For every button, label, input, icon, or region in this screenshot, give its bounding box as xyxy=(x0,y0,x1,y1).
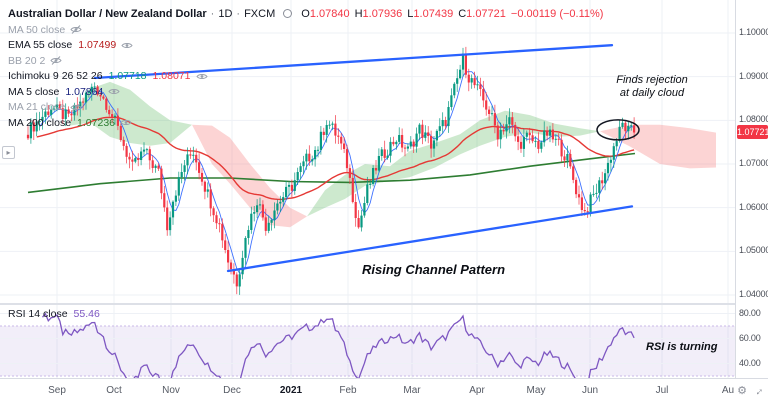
rsi-band xyxy=(0,326,735,376)
indicator-rows: MA 50 close EMA 55 close 1.07499 BB 20 2 Ich… xyxy=(8,22,603,131)
channel-lower-trendline[interactable] xyxy=(226,205,634,273)
pane-divider[interactable] xyxy=(0,303,768,305)
rsi-grid xyxy=(56,305,729,378)
indicator-label: EMA 55 close xyxy=(8,39,73,52)
eye-icon[interactable] xyxy=(195,72,208,81)
annotation-rejection-line1: Finds rejection xyxy=(616,74,688,86)
time-axis-label: Oct xyxy=(106,385,122,396)
drawings xyxy=(93,44,640,273)
indicator-row-2[interactable]: BB 20 2 xyxy=(8,53,603,69)
eye-off-icon[interactable] xyxy=(50,56,62,66)
cloud-segment-red xyxy=(192,124,307,228)
time-axis-label: Nov xyxy=(162,385,180,396)
price-axis-label: 1.09000 xyxy=(739,70,768,81)
indicator-value: 1.07236 xyxy=(77,116,116,129)
rejection-ellipse[interactable] xyxy=(596,119,640,141)
indicator-label: BB 20 2 xyxy=(8,54,46,67)
indicator-row-4[interactable]: MA 5 close 1.07864 xyxy=(8,84,603,100)
price-axis-label: 1.06000 xyxy=(739,201,768,212)
time-axis-label: Feb xyxy=(339,385,357,396)
rsi-axis-label: 60.00 xyxy=(739,332,761,343)
close-value: 1.07721 xyxy=(466,7,506,20)
price-axis-label: 1.10000 xyxy=(739,27,768,37)
gear-icon[interactable]: ⚙ xyxy=(737,385,747,397)
separator-dot: · xyxy=(236,7,241,20)
low-label: L xyxy=(407,7,414,20)
eye-icon[interactable] xyxy=(121,41,133,50)
open-value: 1.07840 xyxy=(309,7,350,20)
indicator-row-5[interactable]: MA 21 close xyxy=(8,100,603,116)
eye-off-icon[interactable] xyxy=(70,25,82,35)
indicator-row-3[interactable]: Ichimoku 9 26 52 26 1.07718 1.08071 xyxy=(8,69,603,85)
price-pane[interactable] xyxy=(0,0,735,303)
price-axis-label: 1.05000 xyxy=(739,245,768,256)
rsi-line xyxy=(42,312,635,378)
last-price-badge: 1.07721 xyxy=(737,124,768,139)
indicator-legend: Australian Dollar / New Zealand Dollar ·… xyxy=(8,5,603,131)
indicator-value: 1.08071 xyxy=(152,70,191,83)
indicator-value: 1.07864 xyxy=(65,85,104,98)
price-axis[interactable]: 1.07721 1.10000 1.09000 1.08000 1.07000 1.06… xyxy=(735,0,768,378)
annotation-rejection-line2: at daily cloud xyxy=(619,86,685,99)
time-axis-label: Jul xyxy=(655,385,669,396)
time-axis-label: Sep xyxy=(48,385,66,396)
time-axis-label: Apr xyxy=(469,385,485,396)
price-axis-label: 1.04000 xyxy=(739,289,768,300)
eye-off-icon[interactable] xyxy=(70,102,82,112)
indicator-value: 1.07499 xyxy=(78,39,117,52)
indicator-label: MA 21 close xyxy=(8,101,66,114)
rsi-pane[interactable] xyxy=(0,305,735,378)
change-value: −0.00119 (−0.11%) xyxy=(510,7,604,20)
indicator-row-6[interactable]: MA 200 close 1.07236 xyxy=(8,115,603,131)
footer-icons: ⚙ ↔ xyxy=(737,383,767,399)
ema55-line[interactable] xyxy=(36,116,635,201)
rsi-legend-row[interactable]: RSI 14 close 55.46 xyxy=(8,308,100,320)
indicator-label: Ichimoku 9 26 52 26 xyxy=(8,70,103,83)
eye-icon[interactable] xyxy=(108,87,120,96)
low-value: 1.07439 xyxy=(413,7,454,20)
indicator-label: MA 50 close xyxy=(8,23,66,36)
annotation-rsi[interactable]: RSI is turning xyxy=(646,341,718,353)
rsi-axis-label: 80.00 xyxy=(739,307,761,318)
annotation-channel[interactable]: Rising Channel Pattern xyxy=(362,262,506,277)
indicator-label: MA 200 close xyxy=(8,116,72,129)
time-axis-label: Mar xyxy=(403,385,421,396)
price-axis-label: 1.08000 xyxy=(739,114,768,125)
time-axis-label: May xyxy=(526,385,546,396)
time-axis-label: Dec xyxy=(223,385,241,396)
high-label: H xyxy=(354,7,363,20)
price-grid xyxy=(0,0,735,303)
time-axis-label: Au xyxy=(721,385,735,396)
annotation-rejection[interactable]: Finds rejection at daily cloud xyxy=(588,74,716,99)
timeframe-label[interactable]: 1D xyxy=(218,7,233,20)
exchange-logo-icon xyxy=(283,9,293,18)
time-axis[interactable]: Sep Oct Nov Dec 2021 Feb Mar Apr May Jun Jul Au xyxy=(0,378,768,404)
cloud-segment-red xyxy=(600,124,716,169)
open-label: O xyxy=(301,7,310,20)
indicator-row-0[interactable]: MA 50 close xyxy=(8,22,603,38)
symbol-title-row[interactable]: Australian Dollar / New Zealand Dollar ·… xyxy=(8,5,603,22)
channel-upper-trendline[interactable] xyxy=(93,44,614,80)
candles xyxy=(26,46,636,295)
indicator-row-1[interactable]: EMA 55 close 1.07499 xyxy=(8,38,603,54)
close-label: C xyxy=(458,7,467,20)
rsi-axis-label: 40.00 xyxy=(739,357,761,368)
time-axis-label: Jun xyxy=(581,385,599,396)
high-value: 1.07936 xyxy=(362,7,403,20)
drawing-toolbar-toggle-icon[interactable]: ▸ xyxy=(2,146,15,159)
time-axis-label: 2021 xyxy=(279,385,303,396)
exchange-label: FXCM xyxy=(244,7,276,20)
price-axis-label: 1.07000 xyxy=(739,158,768,168)
symbol-name[interactable]: Australian Dollar / New Zealand Dollar xyxy=(8,7,207,20)
rsi-value: 55.46 xyxy=(73,308,100,320)
separator-dot: · xyxy=(210,7,215,20)
eye-icon[interactable] xyxy=(120,118,132,127)
indicator-value: 1.07718 xyxy=(108,70,147,83)
rsi-label: RSI 14 close xyxy=(8,308,68,320)
indicator-label: MA 5 close xyxy=(8,85,60,98)
